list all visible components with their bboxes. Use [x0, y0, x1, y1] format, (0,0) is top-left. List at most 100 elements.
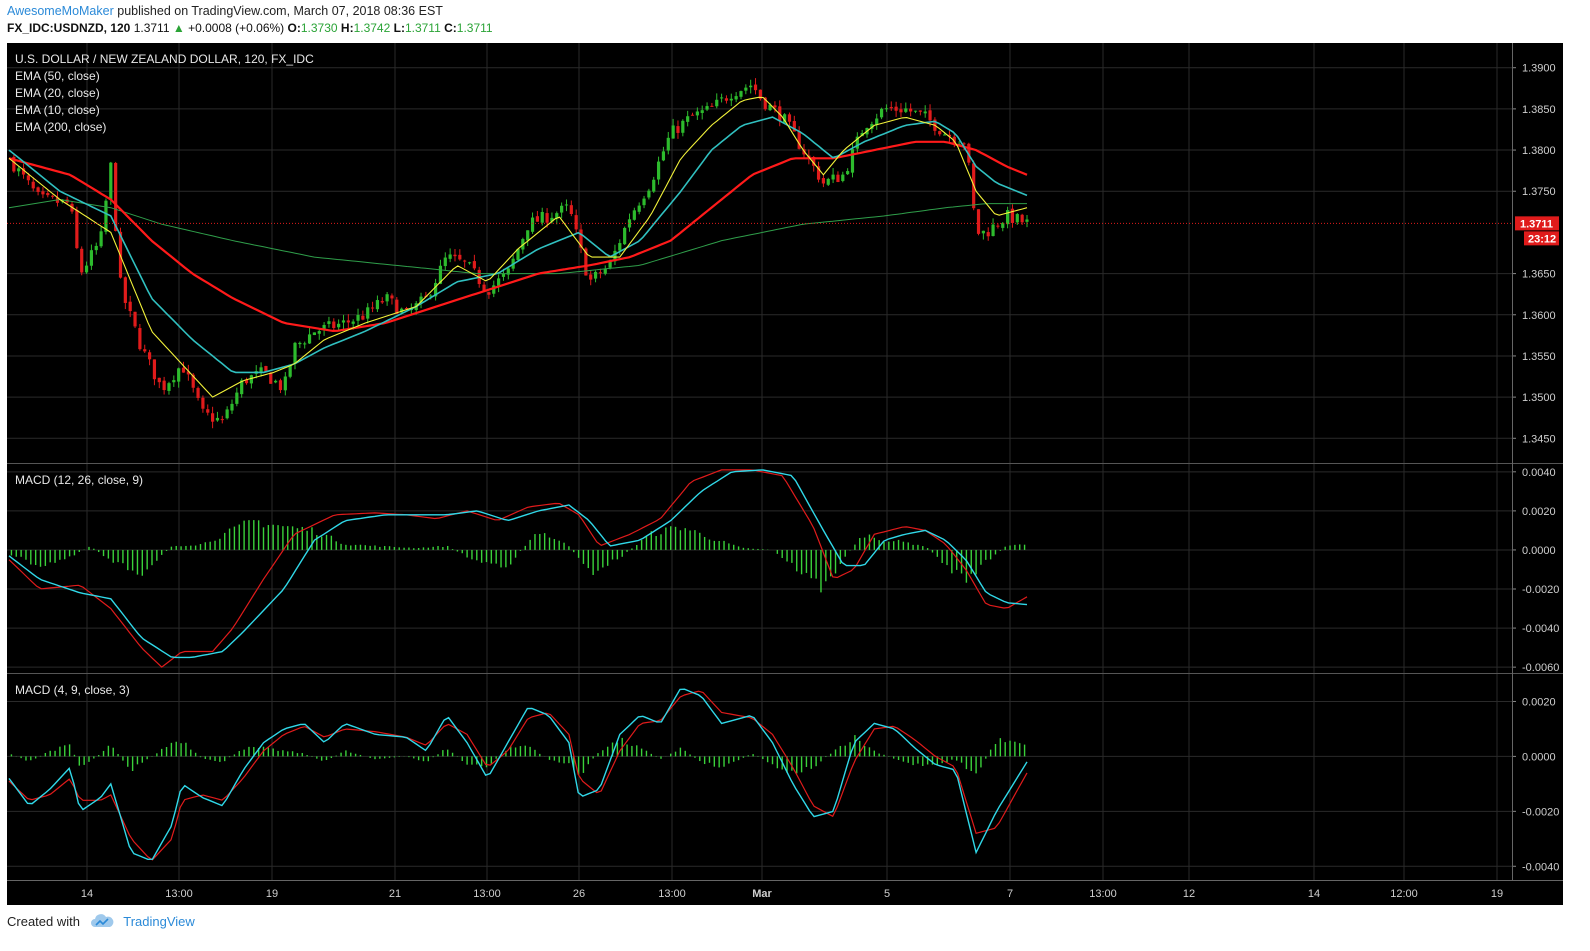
candle-body — [967, 143, 971, 163]
candle-body — [923, 111, 927, 114]
x-tick-label: 13:00 — [165, 888, 193, 900]
candle-body — [191, 374, 195, 388]
candle-body — [613, 250, 617, 262]
candle-body — [826, 178, 830, 185]
candle-body — [637, 205, 641, 212]
last-price-label: 1.3711 — [1520, 218, 1553, 230]
chart-area[interactable]: 1.3900 1.3850 1.3800 1.3750 1.3650 1.3600 1.35… — [7, 43, 1563, 905]
candle-body — [249, 375, 253, 384]
candle-body — [535, 216, 539, 222]
candle-body — [240, 380, 244, 395]
candle-body — [443, 257, 447, 267]
x-tick-label: 14 — [1308, 888, 1320, 900]
candle-body — [211, 413, 215, 422]
open-label: O: — [287, 21, 301, 35]
y-tick-label: -0.0020 — [1522, 806, 1559, 818]
candle-body — [346, 320, 350, 323]
candle-body — [540, 211, 544, 223]
candle-body — [482, 284, 486, 291]
candle-body — [904, 108, 908, 112]
x-tick-label: 13:00 — [1089, 888, 1117, 900]
candle-body — [690, 114, 695, 116]
x-tick-label: 19 — [1491, 888, 1503, 900]
candle-body — [375, 300, 380, 310]
candle-body — [230, 403, 234, 411]
y-tick-label: 1.3800 — [1522, 145, 1556, 157]
candle-body — [497, 278, 501, 286]
candle-body — [816, 166, 821, 180]
y-tick-label: 1.3500 — [1522, 392, 1556, 404]
candle-body — [608, 261, 612, 268]
candle-body — [312, 332, 316, 336]
x-tick-label: Mar — [752, 888, 772, 900]
candle-body — [109, 162, 113, 200]
low-label: L: — [393, 21, 405, 35]
candle-body — [768, 104, 772, 111]
candle-body — [341, 320, 346, 323]
candle-body — [555, 213, 559, 219]
candle-body — [506, 268, 510, 275]
y-tick-label: -0.0040 — [1522, 623, 1559, 635]
candle-body — [986, 232, 990, 237]
panel-3: 0.0020 0.0000 -0.0020 -0.0040 — [7, 673, 1563, 880]
legend-entry[interactable]: EMA (10, close) — [15, 103, 100, 117]
candle-body — [453, 254, 457, 257]
candle-body — [870, 124, 874, 129]
candle-body — [734, 96, 738, 100]
x-tick-label: 12:00 — [1390, 888, 1418, 900]
symbol-line: FX_IDC:USDNZD, 120 1.3711 ▲ +0.0008 (+0.… — [7, 21, 493, 35]
chart-svg[interactable]: 1.3900 1.3850 1.3800 1.3750 1.3650 1.3600 1.35… — [7, 43, 1563, 905]
candle-body — [104, 200, 108, 232]
candle-body — [269, 372, 273, 384]
price-change: +0.0008 (+0.06%) — [188, 21, 285, 35]
macd-panel-title: MACD (4, 9, close, 3) — [15, 683, 130, 697]
legend-entry[interactable]: EMA (20, close) — [15, 86, 100, 100]
candle-body — [996, 225, 1000, 227]
candle-body — [26, 175, 30, 181]
candle-body — [918, 110, 922, 112]
candle-body — [652, 179, 656, 192]
price-panel-title: U.S. DOLLAR / NEW ZEALAND DOLLAR, 120, F… — [15, 52, 314, 66]
candle-body — [80, 248, 84, 273]
candle-body — [952, 136, 956, 144]
legend-entry[interactable]: EMA (50, close) — [15, 69, 100, 83]
candle-body — [123, 277, 127, 303]
candle-body — [593, 271, 598, 279]
candle-body — [21, 168, 26, 175]
candle-body — [976, 209, 981, 234]
price-panel-series: 1.3711 23:12 U.S. DOLLAR / NEW ZEALAND DOL… — [7, 52, 1559, 429]
countdown-badge — [1524, 231, 1559, 246]
candle-body — [147, 352, 152, 360]
candle-body — [710, 105, 714, 107]
legend-entry[interactable]: EMA (200, close) — [15, 120, 106, 134]
candle-body — [433, 282, 438, 297]
candle-body — [307, 334, 312, 344]
candle-body — [530, 217, 535, 232]
candle-body — [361, 315, 365, 320]
candle-body — [278, 380, 283, 391]
up-arrow-icon: ▲ — [172, 21, 185, 35]
low-value: 1.3711 — [404, 21, 441, 35]
candle-body — [715, 99, 719, 107]
candle-body — [875, 118, 879, 125]
candle-body — [404, 308, 409, 310]
candle-body — [550, 217, 554, 222]
panel-1: 1.3900 1.3850 1.3800 1.3750 1.3650 1.3600 1.35… — [7, 43, 1556, 463]
author-link[interactable]: AwesomeMoMaker — [7, 4, 114, 18]
candle-body — [448, 254, 452, 259]
x-tick-label: 21 — [389, 888, 401, 900]
candle-body — [564, 204, 569, 206]
candle-body — [686, 116, 690, 122]
candle-body — [938, 131, 942, 135]
y-tick-label: -0.0060 — [1522, 662, 1559, 674]
candle-body — [981, 230, 985, 234]
y-tick-label: 1.3650 — [1522, 269, 1556, 281]
candle-body — [487, 292, 491, 295]
ema10-line — [8, 96, 1028, 398]
signal-line — [8, 690, 1028, 861]
candle-body — [739, 91, 743, 97]
candle-body — [390, 295, 394, 299]
candle-body — [589, 274, 593, 280]
tradingview-link[interactable]: TradingView — [123, 914, 195, 929]
candle-body — [627, 219, 632, 228]
